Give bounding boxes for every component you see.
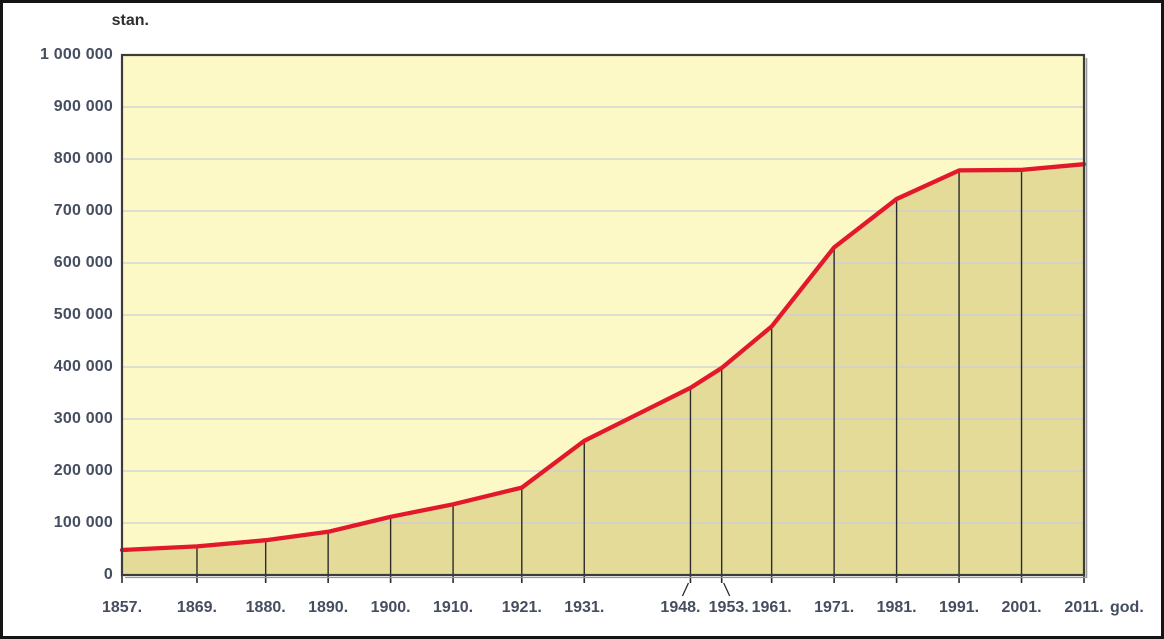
y-tick-label: 700 000 — [53, 202, 113, 219]
y-tick-label: 900 000 — [53, 98, 113, 115]
x-tick-label: 1931. — [564, 599, 605, 616]
x-tick-label: 1857. — [101, 599, 143, 616]
x-tick-label: 2011. — [1064, 599, 1104, 616]
y-tick-label: 800 000 — [53, 150, 113, 167]
x-tick-label: 1971. — [814, 599, 855, 616]
x-tick-label: 1991. — [939, 599, 980, 616]
x-tick-label: 1910. — [433, 599, 474, 616]
y-tick-label: 400 000 — [53, 358, 113, 375]
x-tick-label: 1961. — [751, 599, 792, 616]
x-tick-label: 1921. — [501, 599, 542, 616]
x-tick-label: 1948. — [660, 599, 701, 616]
y-tick-label: 600 000 — [53, 254, 113, 271]
x-tick-label: 2001. — [1001, 599, 1042, 616]
y-tick-label: 500 000 — [53, 306, 113, 323]
x-tick-label: 1953. — [708, 599, 749, 616]
y-tick-label: 200 000 — [53, 462, 113, 479]
x-axis-unit-label: god. — [1110, 599, 1144, 616]
y-axis-title: stan. — [111, 12, 149, 29]
y-tick-label: 0 — [103, 566, 113, 583]
x-tick-label: 1880. — [245, 599, 286, 616]
x-tick-label: 1981. — [876, 599, 917, 616]
y-tick-label: 300 000 — [53, 410, 113, 427]
x-tick-label: 1900. — [370, 599, 411, 616]
population-area-chart — [119, 53, 1088, 597]
x-tick-label: 1869. — [176, 599, 217, 616]
x-tick-label: 1890. — [308, 599, 349, 616]
y-tick-label: 100 000 — [53, 514, 113, 531]
y-tick-label: 1 000 000 — [40, 46, 113, 63]
